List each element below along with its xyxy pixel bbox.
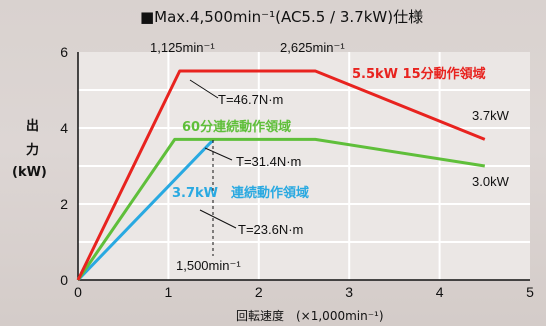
annotation-torque-green: T=31.4N·m (236, 154, 301, 169)
series-label-green: 60分連続動作領域 (182, 119, 291, 135)
annotation-torque-red: T=46.7N·m (218, 92, 283, 107)
leader-blue-torque (199, 209, 237, 229)
series-line-1 (76, 137, 486, 281)
x-tick-label: 5 (526, 284, 534, 300)
leader-lines (189, 79, 237, 256)
y-tick-label: 4 (60, 120, 68, 136)
x-tick-label: 4 (436, 284, 444, 300)
tick-labels: 0 1 2 3 4 5 0 2 4 6 (60, 44, 534, 300)
y-tick-label: 0 (60, 272, 68, 288)
annotation-speed-1500: 1,500min⁻¹ (176, 258, 241, 273)
ylabel-unit: (kW) (12, 165, 47, 180)
annotation-end-green: 3.0kW (472, 174, 510, 189)
annotation-speed-1125: 1,125min⁻¹ (150, 40, 215, 55)
series-label-blue: 3.7kW 連続動作領域 (172, 185, 309, 201)
y-tick-label: 6 (60, 44, 68, 60)
ylabel-line1: 出 (26, 118, 39, 134)
x-tick-label: 3 (345, 284, 353, 300)
x-tick-label: 0 (74, 284, 82, 300)
series-line-2 (76, 138, 215, 282)
series-line-0 (76, 69, 486, 281)
annotation-end-red: 3.7kW (472, 108, 510, 123)
x-tick-label: 2 (255, 284, 263, 300)
ylabel-line2: 力 (26, 142, 39, 158)
annotation-torque-blue: T=23.6N·m (238, 222, 303, 237)
leader-green-torque (204, 147, 233, 161)
x-tick-label: 1 (165, 284, 173, 300)
xlabel: 回転速度 (×1,000min⁻¹) (236, 308, 384, 323)
chart-title: ■Max.4,500min⁻¹(AC5.5 / 3.7kW)仕様 (140, 8, 423, 26)
series-label-red: 5.5kW 15分動作領域 (352, 66, 486, 82)
y-tick-label: 2 (60, 196, 68, 212)
series-lines (76, 69, 486, 282)
leader-red-torque (189, 79, 219, 99)
annotation-speed-2625: 2,625min⁻¹ (280, 40, 345, 55)
axes (77, 52, 530, 281)
